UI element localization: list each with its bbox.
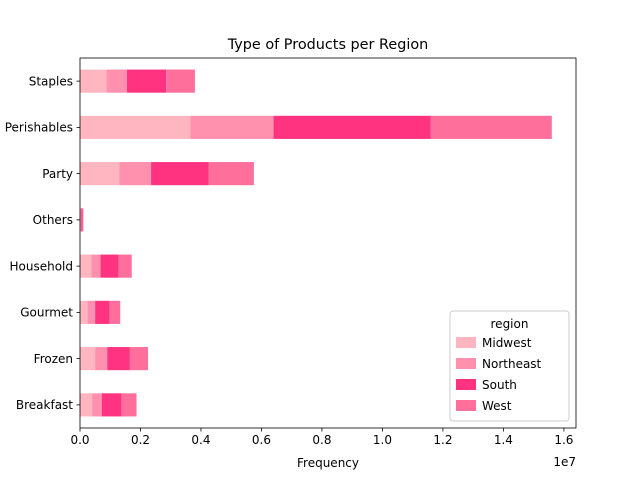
x-tick-label: 0.8 [312, 433, 331, 447]
legend-label-midwest: Midwest [482, 336, 532, 350]
bar-staples-west [166, 69, 195, 93]
x-tick-label: 0.6 [252, 433, 271, 447]
y-tick-label: Party [42, 167, 73, 181]
bar-household-south [100, 254, 119, 278]
plot-frame [79, 57, 577, 429]
bars-group [80, 69, 552, 417]
bar-household-northeast [91, 254, 101, 278]
bar-party-midwest [80, 162, 120, 186]
bar-breakfast-south [101, 393, 122, 417]
bar-party-south [151, 162, 209, 186]
bar-frozen-west [129, 347, 149, 371]
y-tick-label: Staples [29, 74, 73, 88]
x-axis-label: Frequency [297, 456, 359, 470]
bar-staples-northeast [106, 69, 127, 93]
x-tick-label: 1.0 [373, 433, 392, 447]
bar-breakfast-west [121, 393, 137, 417]
y-tick-label: Gourmet [20, 306, 73, 320]
bar-perishables-south [273, 115, 431, 139]
legend-swatch-west [456, 400, 476, 411]
y-tick-label: Perishables [5, 121, 73, 135]
bar-gourmet-northeast [87, 300, 96, 324]
legend: region Midwest Northeast South West [449, 310, 570, 422]
bar-gourmet-west [109, 300, 121, 324]
legend-title: region [491, 317, 529, 331]
legend-label-south: South [482, 378, 517, 392]
bar-frozen-midwest [80, 347, 96, 371]
x-tick-label: 1.2 [433, 433, 452, 447]
bar-perishables-west [430, 115, 552, 139]
legend-swatch-south [456, 379, 476, 390]
y-tick-label: Household [9, 259, 73, 273]
bar-gourmet-midwest [80, 300, 88, 324]
x-tick-label: 1.6 [554, 433, 573, 447]
bar-household-west [118, 254, 132, 278]
bar-frozen-south [107, 347, 130, 371]
bar-party-northeast [119, 162, 152, 186]
bar-breakfast-midwest [80, 393, 93, 417]
y-tick-label: Frozen [34, 352, 73, 366]
x-tick-label: 0.0 [70, 433, 89, 447]
legend-box [449, 310, 570, 422]
bar-party-west [208, 162, 254, 186]
bar-staples-midwest [80, 69, 107, 93]
y-tick-label: Others [33, 213, 73, 227]
bar-others-south [81, 208, 83, 232]
legend-swatch-northeast [456, 358, 476, 369]
bar-perishables-northeast [190, 115, 274, 139]
x-tick-label: 0.2 [131, 433, 150, 447]
bar-perishables-midwest [80, 115, 191, 139]
x-tick-label: 1.4 [494, 433, 513, 447]
bar-breakfast-northeast [92, 393, 102, 417]
x-tick-label: 0.4 [191, 433, 210, 447]
legend-label-west: West [482, 399, 512, 413]
legend-swatch-midwest [456, 337, 476, 348]
bar-staples-south [126, 69, 167, 93]
bar-frozen-northeast [95, 347, 108, 371]
chart-title: Type of Products per Region [227, 37, 429, 53]
legend-label-northeast: Northeast [482, 357, 542, 371]
bar-others-northeast [80, 208, 82, 232]
y-tick-label: Breakfast [16, 398, 73, 412]
bar-others-west [82, 208, 84, 232]
axes-group: 0.0 0.2 0.4 0.6 0.8 1.0 1.2 1.4 1.6 Breakfast Froz… [5, 57, 577, 447]
bar-gourmet-south [95, 300, 110, 324]
x-axis-offset-text: 1e7 [553, 455, 576, 469]
bar-household-midwest [80, 254, 92, 278]
